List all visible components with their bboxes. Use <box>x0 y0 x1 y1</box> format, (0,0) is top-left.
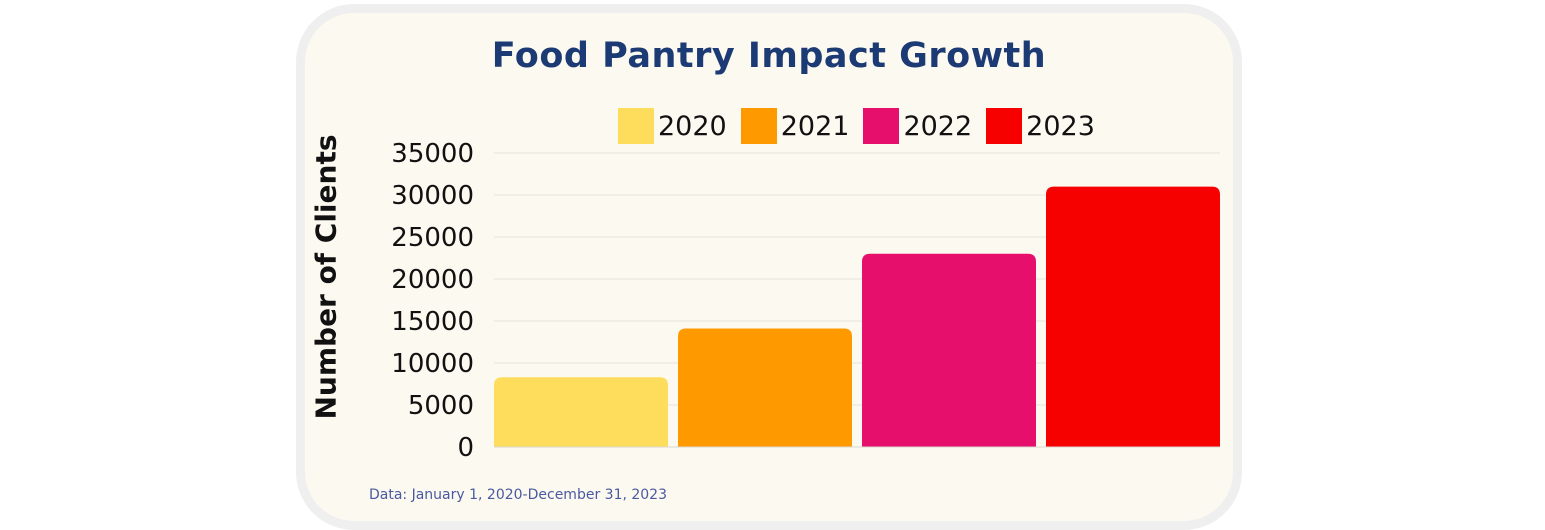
legend-label: 2021 <box>780 110 850 142</box>
legend-label: 2022 <box>903 110 973 142</box>
bar-2020 <box>494 377 668 447</box>
legend-item: 2021 <box>740 108 850 144</box>
y-tick-label: 5000 <box>408 391 474 421</box>
y-tick-label: 0 <box>457 433 474 463</box>
y-tick-label: 15000 <box>391 307 474 337</box>
legend-item: 2022 <box>863 108 972 144</box>
legend-label: 2020 <box>658 110 727 142</box>
legend-label: 2023 <box>1026 110 1095 142</box>
chart-legend: 2020 2021 2022 2023 <box>618 108 1109 144</box>
legend-swatch <box>986 108 1023 144</box>
data-footnote: Data: January 1, 2020-December 31, 2023 <box>369 487 667 503</box>
legend-item: 2023 <box>986 108 1095 144</box>
legend-item: 2020 <box>618 108 727 144</box>
legend-swatch <box>863 108 900 144</box>
chart-title: Food Pantry Impact Growth <box>491 36 1047 76</box>
bar-chart: 0 5000 10000 15000 20000 25000 30000 35000 <box>391 139 1220 463</box>
y-tick-label: 20000 <box>391 265 474 295</box>
y-tick-label: 30000 <box>391 181 474 211</box>
y-tick-label: 25000 <box>391 223 474 253</box>
bar-2023 <box>1046 186 1220 447</box>
bar-2022 <box>862 253 1036 447</box>
legend-swatch <box>740 108 777 144</box>
bar-2021 <box>678 328 852 447</box>
legend-swatch <box>618 108 654 144</box>
y-tick-label: 10000 <box>391 349 474 379</box>
y-tick-label: 35000 <box>391 139 474 169</box>
